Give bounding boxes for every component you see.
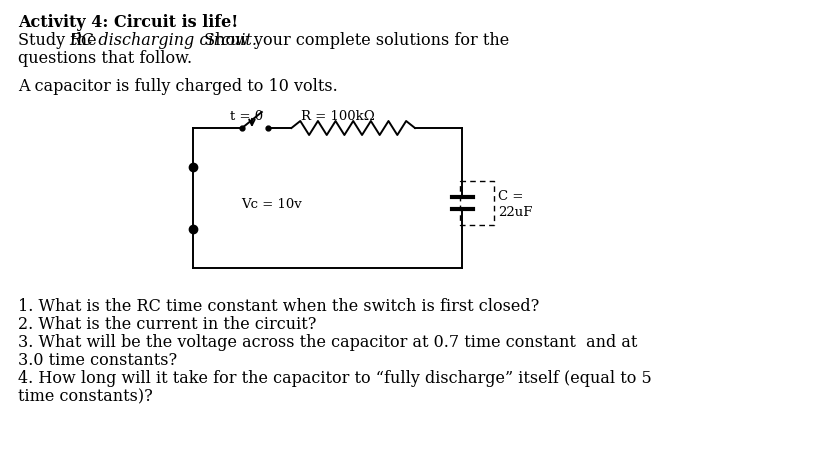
Text: Study the: Study the xyxy=(18,32,101,49)
Text: Show your complete solutions for the: Show your complete solutions for the xyxy=(198,32,509,49)
Text: t = 0: t = 0 xyxy=(230,110,263,123)
Text: RC discharging circuit.: RC discharging circuit. xyxy=(69,32,257,49)
Text: 3. What will be the voltage across the capacitor at 0.7 time constant  and at: 3. What will be the voltage across the c… xyxy=(18,334,637,351)
Text: 3.0 time constants?: 3.0 time constants? xyxy=(18,352,177,369)
Text: C =: C = xyxy=(498,190,523,204)
Text: time constants)?: time constants)? xyxy=(18,388,152,405)
Text: 22uF: 22uF xyxy=(498,206,532,219)
Text: Vc = 10v: Vc = 10v xyxy=(242,199,302,212)
Text: A capacitor is fully charged to 10 volts.: A capacitor is fully charged to 10 volts… xyxy=(18,78,337,95)
Text: R = 100kΩ: R = 100kΩ xyxy=(301,110,375,123)
Text: Activity 4: Circuit is life!: Activity 4: Circuit is life! xyxy=(18,14,238,31)
Text: questions that follow.: questions that follow. xyxy=(18,50,192,67)
Text: 4. How long will it take for the capacitor to “fully discharge” itself (equal to: 4. How long will it take for the capacit… xyxy=(18,370,652,387)
Text: 2. What is the current in the circuit?: 2. What is the current in the circuit? xyxy=(18,316,316,333)
Text: 1. What is the RC time constant when the switch is first closed?: 1. What is the RC time constant when the… xyxy=(18,298,539,315)
